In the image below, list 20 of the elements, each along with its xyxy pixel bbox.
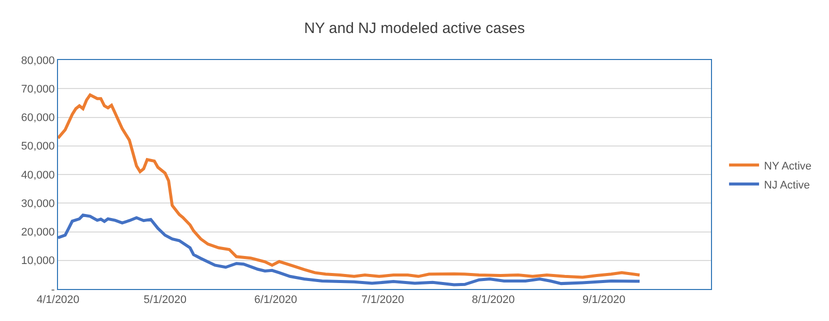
- y-tick-label: -: [51, 284, 56, 296]
- x-tick-label: 9/1/2020: [582, 294, 626, 306]
- line-series: [58, 214, 642, 286]
- x-tick-label: 8/1/2020: [472, 294, 515, 306]
- chart-title: NY and NJ modeled active cases: [304, 20, 525, 37]
- x-tick-label: 5/1/2020: [144, 294, 186, 306]
- y-tick-label: 60,000: [21, 112, 55, 124]
- y-tick-label: 70,000: [21, 83, 55, 96]
- y-tick-label: 50,000: [21, 140, 55, 153]
- x-tick-label: 7/1/2020: [361, 294, 404, 306]
- legend-label: NY Active: [764, 160, 812, 172]
- y-tick-label: 80,000: [21, 54, 55, 67]
- y-tick-label: 20,000: [21, 226, 55, 239]
- x-tick-label: 6/1/2020: [254, 294, 298, 306]
- y-tick-label: 10,000: [21, 255, 55, 268]
- y-tick-label: 30,000: [21, 198, 55, 210]
- line-series: [58, 93, 642, 279]
- y-tick-label: 40,000: [21, 169, 55, 182]
- x-tick-label: 4/1/2020: [36, 294, 80, 306]
- legend-label: NJ Active: [764, 179, 810, 192]
